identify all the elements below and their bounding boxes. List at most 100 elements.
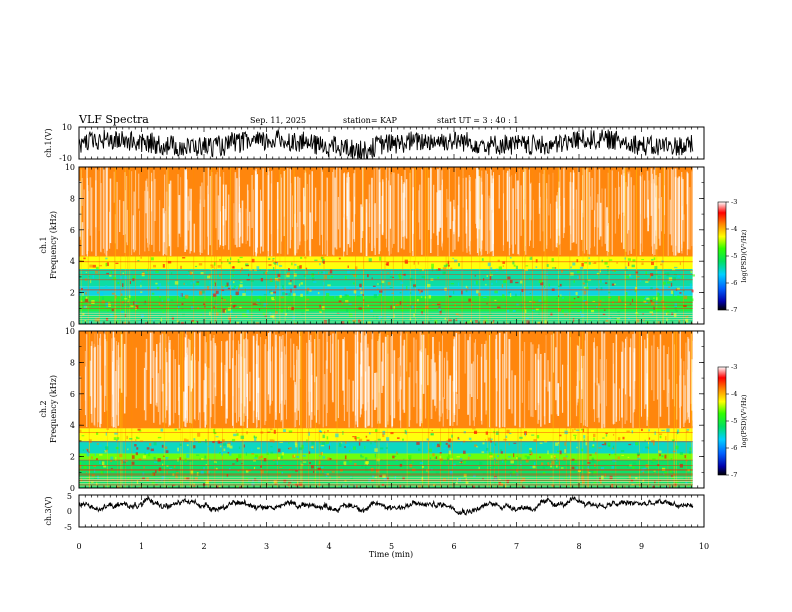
ch1-spectrogram-spike xyxy=(636,167,638,324)
ch2-spectrogram-spike xyxy=(277,331,278,488)
ch1-spectrogram-speckle xyxy=(82,312,85,316)
ch1-spectrogram-streak xyxy=(517,180,519,255)
ch1-spectrogram-speckle xyxy=(307,287,310,291)
ch1-spectrogram-speckle xyxy=(608,291,611,294)
ch1-spectrogram-streak xyxy=(390,174,392,254)
ch1-spectrogram-streak xyxy=(621,174,623,243)
ch2-spectrogram-speckle xyxy=(277,448,281,453)
ch1-spectrogram-spike xyxy=(531,167,533,324)
ch1-spectrogram-streak xyxy=(492,178,494,245)
ch2-spectrogram-streak xyxy=(282,335,284,428)
ch2-spectrogram-streak xyxy=(232,358,234,426)
ch1-spectrogram-spike xyxy=(625,167,626,324)
ch1-spectrogram-speckle xyxy=(240,269,242,273)
ch1-spectrogram-speckle xyxy=(290,288,292,293)
ch2-spectrogram-speckle xyxy=(573,434,577,436)
ch1-spectrogram-speckle xyxy=(547,315,551,318)
ch2-spectrogram-speckle xyxy=(204,455,207,459)
ch1-spectrogram-speckle xyxy=(525,265,529,267)
ch1-spectrogram-speckle xyxy=(195,265,198,268)
ch1-spectrogram-streak xyxy=(256,174,259,248)
ch2-spectrogram-streak xyxy=(97,344,99,423)
ch2-spectrogram-speckle xyxy=(443,447,445,449)
ch2-spectrogram-speckle xyxy=(617,456,620,460)
ch1-spectrogram-speckle xyxy=(95,266,99,270)
ch1-spectrogram-spike xyxy=(427,167,429,324)
ch2-spectrogram-streak xyxy=(325,360,328,427)
ch1-spectrogram-streak xyxy=(334,177,336,248)
ch2-spectrogram-speckle xyxy=(542,472,546,474)
ch2-spectrogram-spike xyxy=(422,331,423,488)
ch2-spectrogram-speckle xyxy=(354,436,357,440)
ch1-spectrogram-speckle xyxy=(509,256,512,259)
ch2-spectrogram-streak xyxy=(113,337,116,428)
ch2-spectrogram-streak xyxy=(228,331,231,369)
ch1-spectrogram-streak xyxy=(439,190,442,228)
ch2-spectrogram-streak xyxy=(186,347,188,423)
ch2-spectrogram-ytick-label: 0 xyxy=(70,484,75,493)
ch1-spectrogram-streak xyxy=(388,180,390,252)
ch2-spectrogram-speckle xyxy=(279,441,283,443)
x-axis-tick-label: 0 xyxy=(76,542,81,551)
ch1-spectrogram-streak xyxy=(529,167,530,247)
ch1-spectrogram-speckle xyxy=(565,258,568,261)
ch2-spectrogram-streak xyxy=(284,346,286,405)
ch1-spectrogram-speckle xyxy=(501,284,504,288)
ch2-spectrogram-streak xyxy=(613,383,616,424)
ch1-spectrogram-streak xyxy=(178,195,181,234)
ch2-spectrogram-streak xyxy=(144,352,147,421)
ch1-spectrogram-streak xyxy=(153,169,155,253)
ch2-spectrogram-streak xyxy=(96,331,98,428)
ch1-spectrogram-speckle xyxy=(656,297,658,301)
ch1-spectrogram-speckle xyxy=(616,262,619,264)
ch1-spectrogram-speckle xyxy=(263,294,267,296)
ch2-spectrogram-spike xyxy=(559,331,560,488)
ch1-spectrogram-speckle xyxy=(230,309,233,314)
ch2-colorbar-tick-label: -7 xyxy=(731,471,737,479)
ch2-spectrogram-streak xyxy=(355,332,357,425)
ch2-spectrogram-speckle xyxy=(244,468,248,471)
ch2-spectrogram-streak xyxy=(381,361,383,394)
ch1-spectrogram-streak xyxy=(83,189,85,256)
ch1-spectrogram-speckle xyxy=(282,287,285,290)
ch2-spectrogram-speckle xyxy=(652,441,655,446)
ch1-spectrogram-speckle xyxy=(363,320,365,322)
ch2-spectrogram-speckle xyxy=(250,448,253,451)
ch1-spectrogram-speckle xyxy=(105,302,109,306)
ch2-spectrogram-streak xyxy=(209,334,211,429)
ch2-spectrogram-speckle xyxy=(604,442,607,446)
ch1-spectrogram-speckle xyxy=(568,303,571,308)
ch2-spectrogram-speckle xyxy=(493,481,496,484)
ch1-spectrogram-speckle xyxy=(181,308,184,311)
ch1-spectrogram-streak xyxy=(569,172,572,251)
ch1-spectrogram-speckle xyxy=(608,296,612,299)
ch2-spectrogram-speckle xyxy=(493,444,495,447)
ch1-spectrogram-speckle xyxy=(502,265,504,267)
ch1-spectrogram-speckle xyxy=(373,294,377,298)
ch1-spectrogram-speckle xyxy=(189,271,192,275)
ch1-spectrogram-speckle xyxy=(627,262,630,267)
ch2-spectrogram-speckle xyxy=(222,443,227,446)
ch2-spectrogram-speckle xyxy=(287,482,292,484)
ch1-spectrogram-streak xyxy=(658,198,660,239)
ch1-spectrogram-speckle xyxy=(675,310,678,312)
ch2-spectrogram-spike xyxy=(658,331,659,488)
ch1-spectrogram-speckle xyxy=(498,266,503,270)
ch2-spectrogram-speckle xyxy=(685,481,688,485)
ch1-spectrogram-speckle xyxy=(317,271,320,274)
ch1-spectrogram-speckle xyxy=(344,287,346,291)
ch1-spectrogram-speckle xyxy=(471,299,473,302)
ch2-spectrogram-speckle xyxy=(582,428,585,433)
ch2-spectrogram-streak xyxy=(94,346,96,408)
ch2-spectrogram-speckle xyxy=(106,428,109,430)
ch1-spectrogram-ytick-label: 0 xyxy=(70,320,75,329)
ch1-spectrogram-ytick-label: 6 xyxy=(70,226,75,235)
ch1-spectrogram-streak xyxy=(95,168,97,256)
ch2-spectrogram-streak xyxy=(455,332,458,392)
ch1-spectrogram-speckle xyxy=(437,276,440,279)
ch2-spectrogram-speckle xyxy=(247,480,250,482)
ch2-spectrogram-speckle xyxy=(331,471,335,473)
ch1-spectrogram-streak xyxy=(379,168,381,252)
ch1-spectrogram-speckle xyxy=(421,267,425,272)
